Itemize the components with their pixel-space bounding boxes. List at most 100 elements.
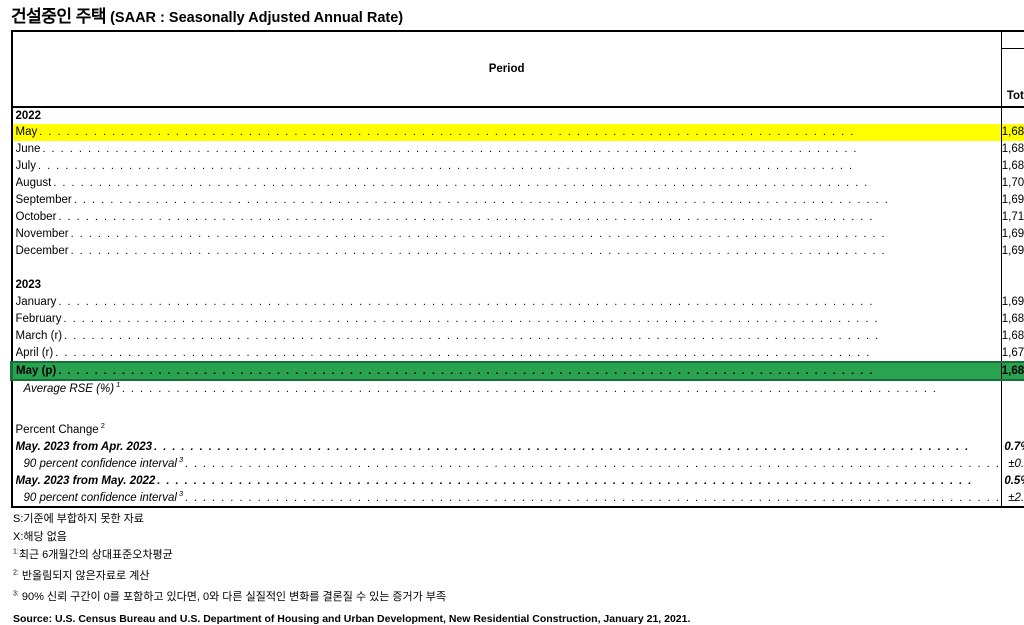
value-cell: 1,680 (1001, 124, 1024, 141)
period-label: February (16, 311, 62, 327)
value-cell: ±0.8 (1001, 456, 1024, 473)
period-label: April (r) (16, 345, 54, 361)
value-cell (1001, 107, 1024, 124)
dot-leader: . . . . . . . . . . . . . . . . . . . . … (183, 456, 1001, 472)
value-cell: 1,702 (1001, 175, 1024, 192)
dot-leader: . . . . . . . . . . . . . . . . . . . . … (183, 490, 1001, 506)
value-cell: 1,686 (1001, 311, 1024, 328)
period-cell: 2022 (12, 107, 1002, 124)
period-label: October (16, 209, 57, 225)
period-cell: January. . . . . . . . . . . . . . . . .… (12, 294, 1002, 311)
row-july: July. . . . . . . . . . . . . . . . . . … (12, 158, 1024, 175)
period-cell: June. . . . . . . . . . . . . . . . . . … (12, 141, 1002, 158)
period-cell: May. 2023 from Apr. 2023. . . . . . . . … (12, 439, 1002, 456)
row-february: February. . . . . . . . . . . . . . . . … (12, 311, 1024, 328)
period-cell (12, 397, 1002, 422)
dot-leader: . . . . . . . . . . . . . . . . . . . . … (155, 473, 1000, 489)
source-line: Source: U.S. Census Bureau and U.S. Depa… (13, 613, 1024, 625)
row-90-percent-confidence-interval: 90 percent confidence interval 3. . . . … (12, 456, 1024, 473)
row-may: May. . . . . . . . . . . . . . . . . . .… (12, 124, 1024, 141)
page-title-korean: 건설중인 주택 (11, 7, 106, 26)
row-january: January. . . . . . . . . . . . . . . . .… (12, 294, 1024, 311)
footnotes: S:기준에 부합하지 못한 자료 X:해당 없음 1:최근 6개월간의 상대표준… (13, 513, 1024, 604)
row-october: October. . . . . . . . . . . . . . . . .… (12, 209, 1024, 226)
period-label: November (16, 226, 69, 242)
footnote-x: X:해당 없음 (13, 531, 1024, 544)
value-cell (1001, 422, 1024, 439)
period-cell[interactable]: May (p). . . . . . . . . . . . . . . . .… (12, 362, 1002, 380)
period-label: 2023 (16, 277, 42, 293)
group-header-united-states: United States (1001, 31, 1024, 48)
value-cell: 1,696 (1001, 243, 1024, 260)
period-label: May (16, 124, 38, 140)
value-cell: 3 (1001, 380, 1024, 397)
value-cell: 0.7% (1001, 439, 1024, 456)
row-march-r: March (r). . . . . . . . . . . . . . . .… (12, 328, 1024, 345)
row-blank (12, 397, 1024, 422)
dot-leader: . . . . . . . . . . . . . . . . . . . . … (62, 311, 1001, 327)
value-cell: 0.5% (1001, 473, 1024, 490)
row-blank (12, 260, 1024, 277)
period-label: Percent Change 2 (16, 422, 105, 438)
row-may-p: May (p). . . . . . . . . . . . . . . . .… (12, 362, 1024, 380)
period-label: December (16, 243, 69, 259)
period-label: May (p) (16, 363, 56, 379)
period-label: January (16, 294, 57, 310)
dot-leader: . . . . . . . . . . . . . . . . . . . . … (40, 141, 1000, 157)
period-cell: 90 percent confidence interval 3. . . . … (12, 490, 1002, 507)
dot-leader: . . . . . . . . . . . . . . . . . . . . … (36, 158, 1001, 174)
row-90-percent-confidence-interval: 90 percent confidence interval 3. . . . … (12, 490, 1024, 507)
value-cell: 1,683 (1001, 158, 1024, 175)
period-cell: August. . . . . . . . . . . . . . . . . … (12, 175, 1002, 192)
row-june: June. . . . . . . . . . . . . . . . . . … (12, 141, 1024, 158)
footnote-2: 2: 반올림되지 않은자료로 계산 (13, 570, 1024, 583)
period-label: May. 2023 from Apr. 2023 (16, 439, 153, 455)
period-cell: October. . . . . . . . . . . . . . . . .… (12, 209, 1002, 226)
row-november: November. . . . . . . . . . . . . . . . … (12, 226, 1024, 243)
value-cell: 1,677 (1001, 345, 1024, 362)
row-may-2023-from-may-2022: May. 2023 from May. 2022. . . . . . . . … (12, 473, 1024, 490)
period-label: July (16, 158, 36, 174)
dot-leader: . . . . . . . . . . . . . . . . . . . . … (51, 175, 1000, 191)
value-cell[interactable]: 1,689 (1001, 362, 1024, 380)
period-cell: July. . . . . . . . . . . . . . . . . . … (12, 158, 1002, 175)
page-title-english: (SAAR : Seasonally Adjusted Annual Rate) (106, 10, 403, 26)
period-cell: 90 percent confidence interval 3. . . . … (12, 456, 1002, 473)
page-title: 건설중인 주택 (SAAR : Seasonally Adjusted Annu… (11, 2, 1024, 27)
housing-under-construction-table: Period United States Northeast Midwest S… (10, 30, 1024, 508)
period-label: Average RSE (%) 1 (24, 381, 121, 397)
row-august: August. . . . . . . . . . . . . . . . . … (12, 175, 1024, 192)
value-cell (1001, 397, 1024, 422)
period-cell: December. . . . . . . . . . . . . . . . … (12, 243, 1002, 260)
period-label: June (16, 141, 41, 157)
dot-leader: . . . . . . . . . . . . . . . . . . . . … (152, 439, 1001, 455)
period-cell: May. 2023 from May. 2022. . . . . . . . … (12, 473, 1002, 490)
period-label: 90 percent confidence interval 3 (24, 456, 184, 472)
dot-leader: . . . . . . . . . . . . . . . . . . . . … (56, 294, 1000, 310)
value-cell: 1,695 (1001, 226, 1024, 243)
header-group-row: Period United States Northeast Midwest S… (12, 31, 1024, 48)
dot-leader: . . . . . . . . . . . . . . . . . . . . … (69, 226, 1001, 242)
value-cell: 1,688 (1001, 141, 1024, 158)
period-label: 2022 (16, 108, 42, 124)
footnote-3: 3: 90% 신뢰 구간이 0를 포함하고 있다면, 0와 다른 실질적인 변화… (13, 591, 1024, 604)
period-cell: Average RSE (%) 1. . . . . . . . . . . .… (12, 380, 1002, 397)
period-label: May. 2023 from May. 2022 (16, 473, 156, 489)
period-cell: Percent Change 2 (12, 422, 1002, 439)
row-2023: 2023 (12, 277, 1024, 294)
value-cell: ±2.3 (1001, 490, 1024, 507)
footnote-1: 1:최근 6개월간의 상대표준오차평균 (13, 549, 1024, 562)
period-label: September (16, 192, 72, 208)
period-cell: September. . . . . . . . . . . . . . . .… (12, 192, 1002, 209)
dot-leader: . . . . . . . . . . . . . . . . . . . . … (69, 243, 1001, 259)
dot-leader: . . . . . . . . . . . . . . . . . . . . … (120, 381, 1000, 397)
footnote-s: S:기준에 부합하지 못한 자료 (13, 513, 1024, 526)
dot-leader: . . . . . . . . . . . . . . . . . . . . … (56, 209, 1000, 225)
row-september: September. . . . . . . . . . . . . . . .… (12, 192, 1024, 209)
row-april-r: April (r). . . . . . . . . . . . . . . .… (12, 345, 1024, 362)
col-header-us-total: Total (1001, 48, 1024, 107)
dot-leader: . . . . . . . . . . . . . . . . . . . . … (53, 345, 1001, 361)
period-cell: 2023 (12, 277, 1002, 294)
value-cell: 1,680 (1001, 328, 1024, 345)
